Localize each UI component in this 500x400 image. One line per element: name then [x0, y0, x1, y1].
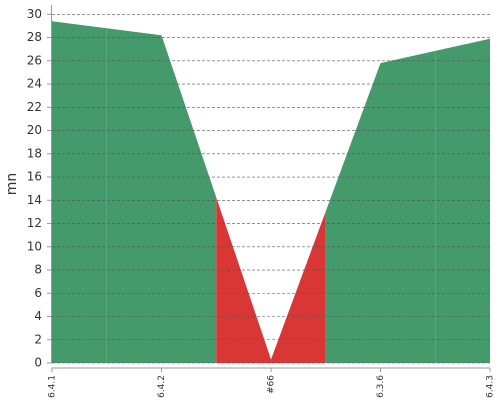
- y-tick-label: 12: [27, 216, 42, 230]
- area-segment: [216, 197, 326, 363]
- y-tick-label: 6: [34, 286, 42, 300]
- y-tick-label: 18: [27, 146, 42, 160]
- area-segment: [106, 28, 217, 363]
- area-segment: [325, 50, 436, 363]
- y-tick-label: 30: [27, 7, 42, 21]
- x-tick-label: 6.4.2: [157, 375, 167, 398]
- y-tick-label: 26: [27, 53, 42, 67]
- y-tick-label: 24: [27, 77, 42, 91]
- area-segment: [435, 38, 490, 363]
- area-segment: [52, 21, 107, 363]
- y-axis-label: mn: [4, 173, 20, 196]
- y-tick-label: 0: [34, 356, 42, 370]
- x-tick-label: 6.4.1: [48, 375, 58, 398]
- y-tick-label: 10: [27, 239, 42, 253]
- y-tick-label: 14: [27, 193, 42, 207]
- y-tick-label: 16: [27, 170, 42, 184]
- y-tick-label: 4: [34, 309, 42, 323]
- y-tick-label: 28: [27, 30, 42, 44]
- x-tick-label: 6.4.3: [486, 375, 496, 398]
- y-tick-label: 2: [34, 332, 42, 346]
- y-tick-label: 22: [27, 100, 42, 114]
- x-tick-label: #66: [267, 375, 277, 394]
- x-tick-label: 6.3.6: [376, 375, 386, 398]
- y-tick-label: 8: [34, 263, 42, 277]
- y-tick-label: 20: [27, 123, 42, 137]
